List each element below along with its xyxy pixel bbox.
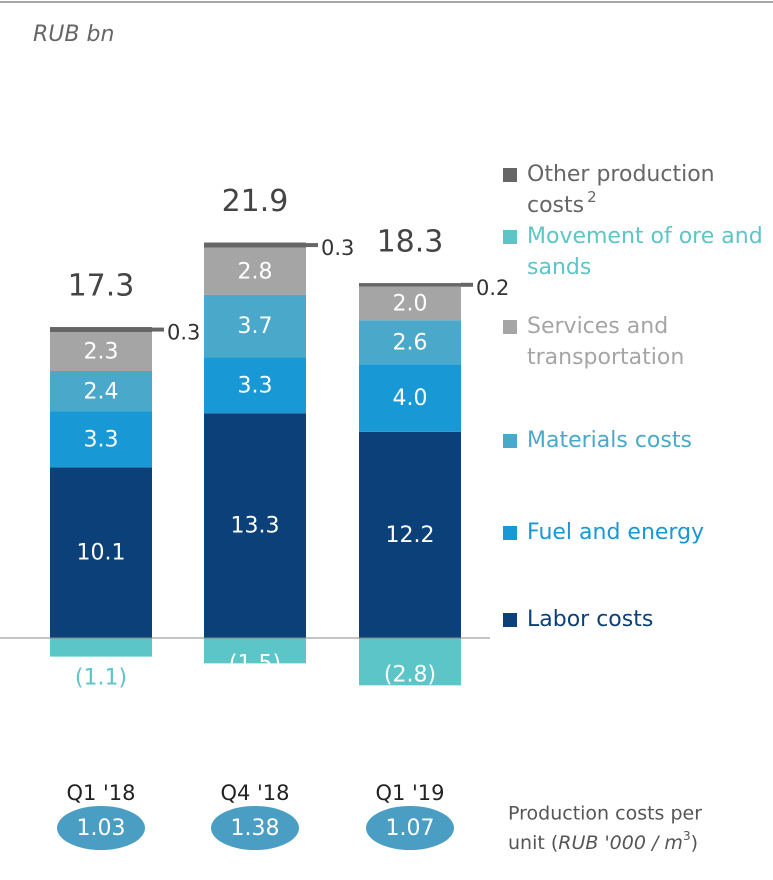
value-label: 2.6 (393, 330, 428, 355)
total-label: 17.3 (68, 269, 135, 304)
total-label: 18.3 (377, 225, 444, 260)
unit-cost-label: 1.07 (386, 816, 435, 841)
value-label: 3.7 (238, 314, 273, 339)
bar-segment (50, 638, 152, 657)
legend-label: Other production costs 2 (527, 162, 722, 218)
value-label: 10.1 (77, 541, 126, 566)
x-tick-label: Q1 '18 (66, 781, 135, 805)
value-label: 13.3 (231, 514, 280, 539)
bar-segment (204, 242, 306, 248)
legend-line: costs (527, 193, 584, 218)
value-label: (1.5) (229, 652, 281, 677)
x-tick-label: Q4 '18 (220, 781, 289, 805)
legend-label: Materials costs (527, 428, 692, 453)
legend-line: Labor costs (527, 607, 653, 632)
footnote-mark: 2 (587, 188, 597, 206)
unit-label-part: unit ( (508, 832, 558, 854)
unit-label: Production costs per (508, 803, 702, 825)
legend-swatch (503, 613, 517, 627)
value-label: 2.4 (84, 379, 119, 404)
legend-label: Labor costs (527, 607, 653, 632)
total-label: 21.9 (222, 184, 289, 219)
x-tick-label: Q1 '19 (375, 781, 444, 805)
value-label: (2.8) (384, 663, 436, 688)
unit-label-part: RUB '000 / m (558, 832, 683, 854)
unit-cost-badge (57, 806, 145, 850)
bar-segment (359, 431, 461, 638)
bar-segment (50, 327, 152, 333)
bar-segment (50, 332, 152, 371)
unit-cost-badge (211, 806, 299, 850)
unit-cost-label: 1.38 (231, 816, 280, 841)
legend-line: Movement of ore and (527, 224, 770, 249)
value-label: 0.3 (167, 321, 200, 345)
bar-segment (204, 413, 306, 638)
legend-swatch (503, 320, 517, 334)
legend-swatch (503, 230, 517, 244)
bar-segment (204, 357, 306, 414)
legend-line: Other production (527, 162, 722, 187)
bar-segment (50, 411, 152, 468)
bar-segment (359, 364, 461, 432)
value-label: 4.0 (393, 386, 428, 411)
legend-swatch (503, 434, 517, 448)
legend-label: Movement of ore and sands (527, 224, 770, 280)
bar-segment (204, 247, 306, 295)
legend-swatch (503, 168, 517, 182)
bar-segment (50, 467, 152, 638)
value-label: 2.3 (84, 340, 119, 365)
bar-segment (359, 283, 461, 287)
legend-line: transportation (527, 345, 684, 370)
legend-label: Fuel and energy (527, 520, 704, 545)
bar-segment (359, 286, 461, 321)
value-label: 3.3 (238, 373, 273, 398)
value-label: 2.0 (393, 291, 428, 316)
legend-line: Materials costs (527, 428, 692, 453)
legend-label: Services and transportation (527, 314, 684, 370)
legend-line: Services and (527, 314, 675, 339)
unit-cost-badge (366, 806, 454, 850)
legend-line: sands (527, 255, 591, 280)
unit-label-part: 3 (683, 829, 691, 843)
bar-segment (50, 370, 152, 412)
bar-segment (359, 638, 461, 686)
value-label: 2.8 (238, 259, 273, 284)
unit-label: unit (RUB '000 / m3) (508, 829, 698, 854)
value-label: (1.1) (75, 666, 127, 691)
value-label: 0.3 (321, 236, 354, 260)
bar-segment (359, 320, 461, 365)
legend-line: Fuel and energy (527, 520, 704, 545)
value-label: 0.2 (476, 276, 509, 300)
bar-segment (204, 638, 306, 664)
subtitle: RUB bn (33, 22, 114, 47)
value-label: 3.3 (84, 427, 119, 452)
unit-cost-label: 1.03 (77, 816, 126, 841)
legend-swatch (503, 526, 517, 540)
value-label: 12.2 (386, 523, 435, 548)
bar-segment (204, 294, 306, 358)
unit-label-part: ) (691, 832, 698, 854)
